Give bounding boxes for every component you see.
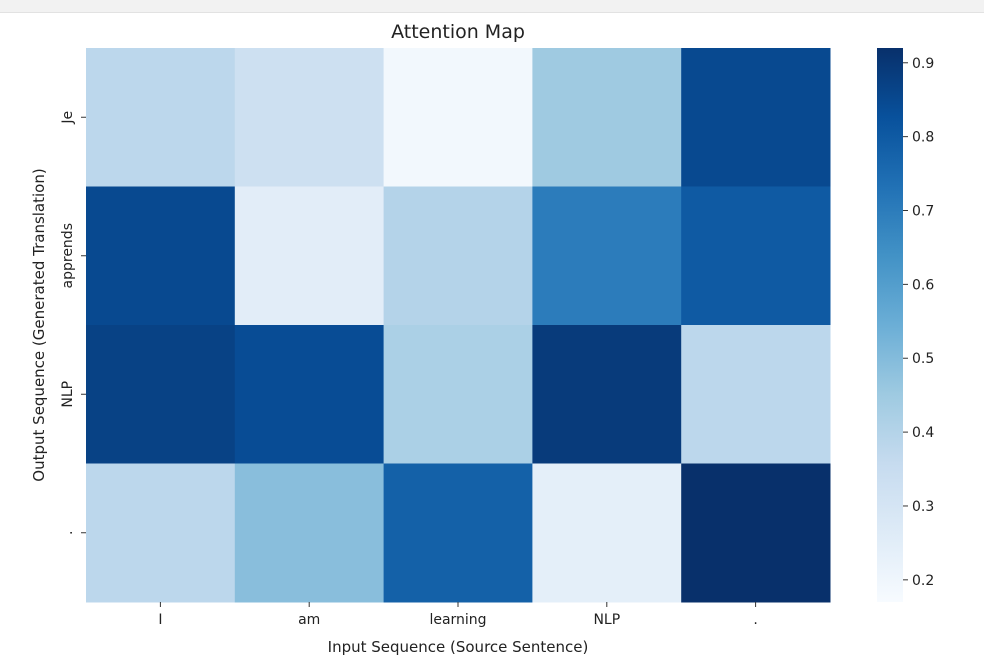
heatmap-cell — [234, 186, 385, 326]
heatmap-cell — [681, 48, 831, 187]
x-tick-label: NLP — [593, 612, 620, 628]
heatmap-cells — [86, 48, 831, 603]
heatmap-cell — [383, 463, 533, 603]
heatmap-cell — [383, 48, 533, 187]
heatmap-cell — [234, 325, 385, 464]
colorbar-tick-label: 0.5 — [912, 351, 934, 367]
colorbar-tick-label: 0.2 — [912, 573, 934, 589]
heatmap-cell — [532, 463, 682, 603]
y-tick-label: . — [60, 531, 76, 535]
colorbar-tick-label: 0.4 — [912, 425, 934, 441]
heatmap-cell — [86, 186, 236, 326]
y-axis-label: Output Sequence (Generated Translation) — [30, 168, 48, 481]
y-tick-label: Je — [60, 111, 76, 125]
heatmap-cell — [532, 325, 682, 464]
x-tick-label: learning — [429, 612, 486, 628]
heatmap-cell — [86, 325, 236, 464]
y-axis-ticks: Je apprends NLP. — [60, 111, 86, 535]
colorbar — [877, 48, 903, 602]
heatmap-cell — [681, 186, 831, 326]
colorbar-tick-label: 0.8 — [912, 130, 934, 146]
colorbar-ticks: 0.2 0.3 0.4 0.5 0.6 0.7 0.8 0.9 — [903, 56, 934, 589]
colorbar-tick-label: 0.3 — [912, 499, 934, 515]
heatmap-cell — [86, 463, 236, 603]
x-tick-label: am — [298, 612, 320, 628]
heatmap-cell — [532, 48, 682, 187]
x-tick-label: . — [753, 612, 757, 628]
x-axis-label: Input Sequence (Source Sentence) — [328, 638, 589, 656]
heatmap-cell — [86, 48, 236, 187]
colorbar-tick-label: 0.6 — [912, 277, 934, 293]
heatmap-cell — [234, 48, 385, 187]
heatmap-cell — [383, 186, 533, 326]
colorbar-tick-label: 0.9 — [912, 56, 934, 72]
y-tick-label: NLP — [60, 381, 76, 408]
chart-title: Attention Map — [391, 21, 525, 43]
heatmap-cell — [383, 325, 533, 464]
notebook-output-bar — [0, 0, 984, 13]
x-tick-label: I — [158, 612, 162, 628]
colorbar-tick-label: 0.7 — [912, 204, 934, 220]
heatmap-cell — [681, 325, 831, 464]
heatmap-cell — [234, 463, 385, 603]
heatmap-cell — [681, 463, 831, 603]
heatmap-cell — [532, 186, 682, 326]
y-tick-label: apprends — [60, 223, 76, 288]
